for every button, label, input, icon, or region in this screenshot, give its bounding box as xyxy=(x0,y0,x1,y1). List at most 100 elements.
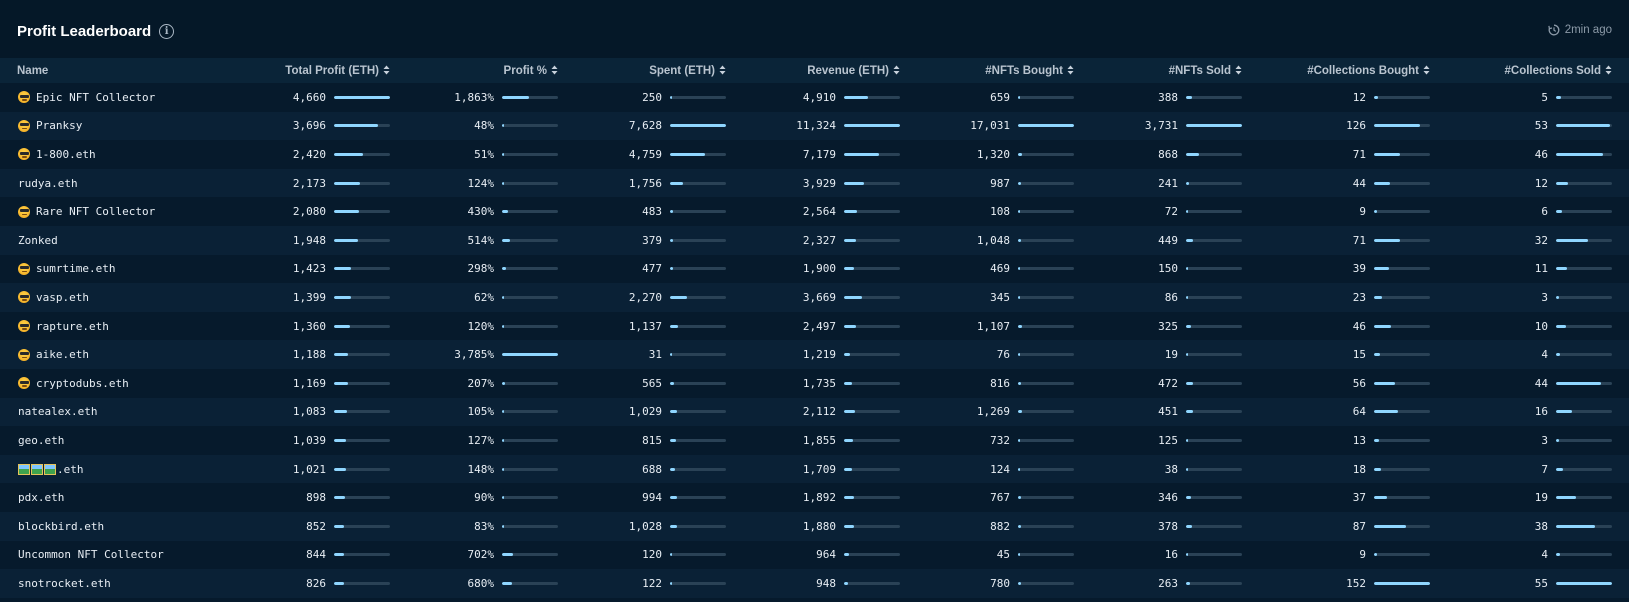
value-bar-fill xyxy=(670,238,673,242)
sort-icon[interactable] xyxy=(1605,65,1612,75)
cell-content: 56 xyxy=(1254,377,1442,390)
table-row[interactable]: .eth 1,021 148% 688 1,709 124 38 18 7 xyxy=(0,454,1629,484)
spent-cell: 122 xyxy=(570,569,738,598)
sunglasses-emoji-icon xyxy=(18,91,30,104)
collector-name-link[interactable]: sumrtime.eth xyxy=(36,262,116,276)
collector-name-link[interactable]: blockbird.eth xyxy=(18,519,105,533)
collections-bought-cell: 15 xyxy=(1254,340,1442,369)
cell-value: 17,031 xyxy=(970,119,1010,133)
value-bar-track xyxy=(334,238,390,242)
column-header-nfts-sold[interactable]: #NFTs Sold xyxy=(1086,58,1254,83)
collector-name-link[interactable]: Uncommon NFT Collector xyxy=(18,548,164,562)
value-bar-fill xyxy=(1374,524,1406,528)
value-bar-fill xyxy=(334,410,347,414)
sort-icon[interactable] xyxy=(1235,65,1242,75)
collector-name-link[interactable]: vasp.eth xyxy=(36,290,89,304)
table-row[interactable]: cryptodubs.eth 1,169 207% 565 1,735 816 472 56 4… xyxy=(0,368,1629,398)
column-header-spent[interactable]: Spent (ETH) xyxy=(570,58,738,83)
value-bar-fill xyxy=(1556,267,1568,271)
table-row[interactable]: aike.eth 1,188 3,785% 31 1,219 76 19 15 4 xyxy=(0,340,1629,369)
value-bar-track xyxy=(1556,210,1612,214)
collector-name-link[interactable]: Epic NFT Collector xyxy=(36,90,156,104)
collector-name-link[interactable]: geo.eth xyxy=(18,433,65,447)
table-row[interactable]: geo.eth 1,039 127% 815 1,855 732 125 13 3 xyxy=(0,426,1629,455)
value-bar-track xyxy=(670,353,726,357)
value-bar-track xyxy=(1556,152,1612,156)
cell-content: 7 xyxy=(1442,463,1629,476)
column-header-collections-bought[interactable]: #Collections Bought xyxy=(1254,58,1442,83)
table-row[interactable]: Zonked 1,948 514% 379 2,327 1,048 449 71 32 xyxy=(0,225,1629,255)
table-row[interactable]: rudya.eth 2,173 124% 1,756 3,929 987 241 44 12 xyxy=(0,168,1629,198)
sort-icon[interactable] xyxy=(551,65,558,75)
column-header-total-profit[interactable]: Total Profit (ETH) xyxy=(250,58,402,83)
table-row[interactable]: Epic NFT Collector 4,660 1,863% 250 4,910 659… xyxy=(0,83,1629,112)
table-row[interactable]: Rare NFT Collector 2,080 430% 483 2,564 108 72… xyxy=(0,197,1629,226)
cell-content: 1,360 xyxy=(250,320,402,333)
value-bar-fill xyxy=(1374,267,1389,271)
column-header-profit-pct[interactable]: Profit % xyxy=(402,58,570,83)
panel-header: Profit Leaderboard i 2min ago xyxy=(0,0,1629,58)
table-row[interactable]: vasp.eth 1,399 62% 2,270 3,669 345 86 23 3 xyxy=(0,283,1629,312)
collector-name-link[interactable]: natealex.eth xyxy=(18,405,98,419)
collector-name-link[interactable]: Zonked xyxy=(18,233,58,247)
sort-icon[interactable] xyxy=(893,65,900,75)
collector-name-link[interactable]: Rare NFT Collector xyxy=(36,205,156,219)
cell-content: 18 xyxy=(1254,463,1442,476)
value-bar-track xyxy=(502,353,558,357)
total-profit-cell: 2,420 xyxy=(250,140,402,169)
cell-content: 1,320 xyxy=(912,148,1086,161)
value-bar-track xyxy=(1186,381,1242,385)
value-bar-track xyxy=(502,324,558,328)
sort-icon[interactable] xyxy=(1423,65,1430,75)
column-header-revenue[interactable]: Revenue (ETH) xyxy=(738,58,912,83)
cell-content: 2,173 xyxy=(250,177,402,190)
table-row[interactable]: natealex.eth 1,083 105% 1,029 2,112 1,269 451 6… xyxy=(0,397,1629,427)
value-bar-track xyxy=(1186,438,1242,442)
value-bar-fill xyxy=(844,496,854,500)
collector-name-link[interactable]: 1-800.eth xyxy=(36,147,96,161)
collector-name-link[interactable]: .eth xyxy=(57,462,84,476)
table-row[interactable]: rapture.eth 1,360 120% 1,137 2,497 1,107 325 46… xyxy=(0,311,1629,341)
cell-value: 90% xyxy=(474,491,494,505)
value-bar-track xyxy=(334,124,390,128)
collector-name-link[interactable]: snotrocket.eth xyxy=(18,576,111,590)
value-bar-fill xyxy=(1186,124,1242,128)
revenue-cell: 2,497 xyxy=(738,312,912,341)
value-bar-fill xyxy=(1018,295,1020,299)
name-wrapper: pdx.eth xyxy=(18,491,250,504)
collector-name-link[interactable]: rudya.eth xyxy=(18,176,78,190)
column-header-collections-sold[interactable]: #Collections Sold xyxy=(1442,58,1629,83)
value-bar-track xyxy=(844,124,900,128)
sort-icon[interactable] xyxy=(1067,65,1074,75)
cell-value: 71 xyxy=(1352,147,1366,161)
column-header-nfts-bought[interactable]: #NFTs Bought xyxy=(912,58,1086,83)
collector-name-link[interactable]: Pranksy xyxy=(36,119,83,133)
cell-value: 1,021 xyxy=(292,462,326,476)
cell-content: 1,735 xyxy=(738,377,912,390)
cell-content: 263 xyxy=(1086,577,1254,590)
collector-name-link[interactable]: pdx.eth xyxy=(18,491,65,505)
nfts-bought-cell: 17,031 xyxy=(912,112,1086,141)
table-row[interactable]: sumrtime.eth 1,423 298% 477 1,900 469 150 39 11 xyxy=(0,254,1629,284)
cell-value: 430% xyxy=(467,205,495,219)
table-row[interactable]: snotrocket.eth 826 680% 122 948 780 263 152 55 xyxy=(0,569,1629,598)
table-row[interactable]: Pranksy 3,696 48% 7,628 11,324 17,031 3,731 126… xyxy=(0,111,1629,141)
sort-icon[interactable] xyxy=(719,65,726,75)
table-row[interactable]: pdx.eth 898 90% 994 1,892 767 346 37 19 xyxy=(0,483,1629,512)
table-row[interactable]: Uncommon NFT Collector 844 702% 120 964 45 16 9… xyxy=(0,540,1629,570)
value-bar-fill xyxy=(670,467,676,471)
value-bar-fill xyxy=(1186,181,1190,185)
total-profit-cell: 1,188 xyxy=(250,340,402,369)
collector-name-link[interactable]: aike.eth xyxy=(36,348,89,362)
collector-name-link[interactable]: rapture.eth xyxy=(36,319,109,333)
cell-content: 868 xyxy=(1086,148,1254,161)
collector-name-link[interactable]: cryptodubs.eth xyxy=(36,376,129,390)
nfts-sold-cell: 86 xyxy=(1086,283,1254,312)
nfts-bought-cell: 1,107 xyxy=(912,312,1086,341)
cell-value: 23 xyxy=(1352,290,1366,304)
table-row[interactable]: 1-800.eth 2,420 51% 4,759 7,179 1,320 868 71 46 xyxy=(0,140,1629,169)
nfts-bought-cell: 45 xyxy=(912,541,1086,570)
sort-icon[interactable] xyxy=(383,65,390,75)
info-icon[interactable]: i xyxy=(159,23,175,39)
table-row[interactable]: blockbird.eth 852 83% 1,028 1,880 882 378 87 38 xyxy=(0,511,1629,541)
